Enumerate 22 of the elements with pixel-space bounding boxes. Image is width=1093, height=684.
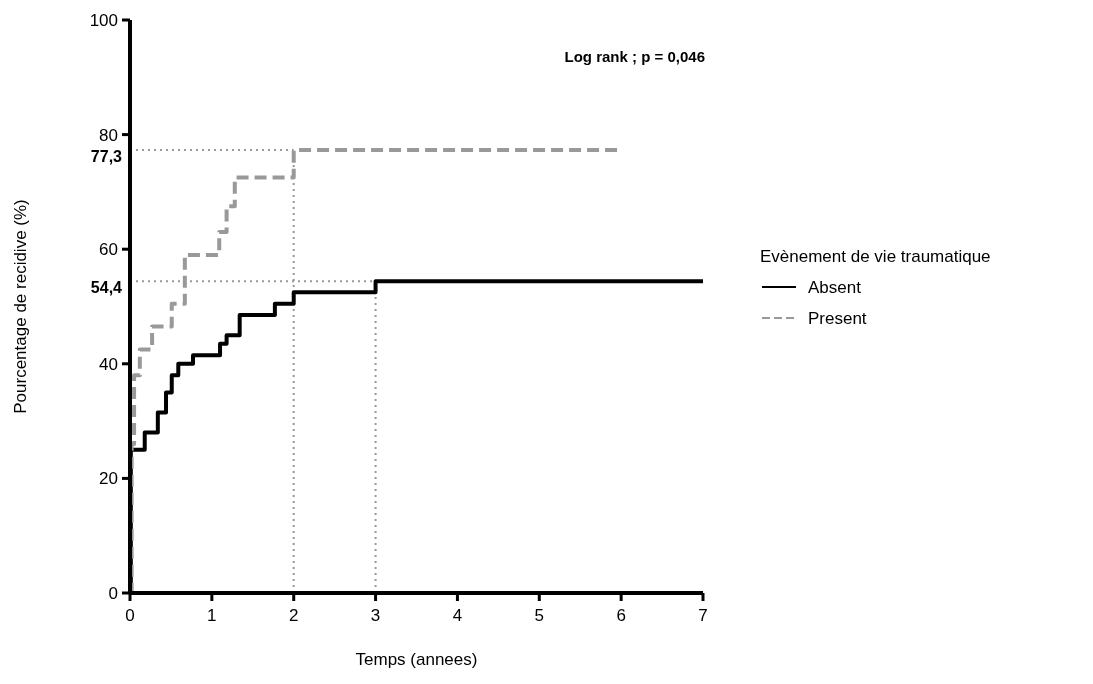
ref-line-label: 77,3 [90,148,123,166]
x-tick-label: 6 [616,606,626,625]
y-tick-label: 80 [99,125,118,145]
legend-label: Present [808,309,867,328]
y-tick-label: 0 [108,584,118,603]
y-tick-label: 20 [99,469,118,489]
x-tick-label: 3 [370,606,381,625]
x-tick-label: 7 [698,606,708,625]
x-tick-label: 4 [452,606,463,625]
ref-line-label: 54,4 [90,279,123,297]
y-tick-label: 60 [99,240,118,260]
x-tick-label: 2 [288,606,299,625]
y-tick-label: 100 [89,11,118,30]
x-axis-title: Temps (annees) [355,650,478,669]
x-tick-label: 1 [207,606,217,625]
y-axis-title: Pourcentage de recidive (%) [11,199,30,414]
annotation: Log rank ; p = 0,046 [564,48,705,65]
legend-title: Evènement de vie traumatique [760,247,991,266]
x-tick-label: 5 [534,606,545,625]
y-tick-label: 40 [99,354,118,374]
legend-label: Absent [808,278,862,297]
x-tick-label: 0 [125,606,135,625]
